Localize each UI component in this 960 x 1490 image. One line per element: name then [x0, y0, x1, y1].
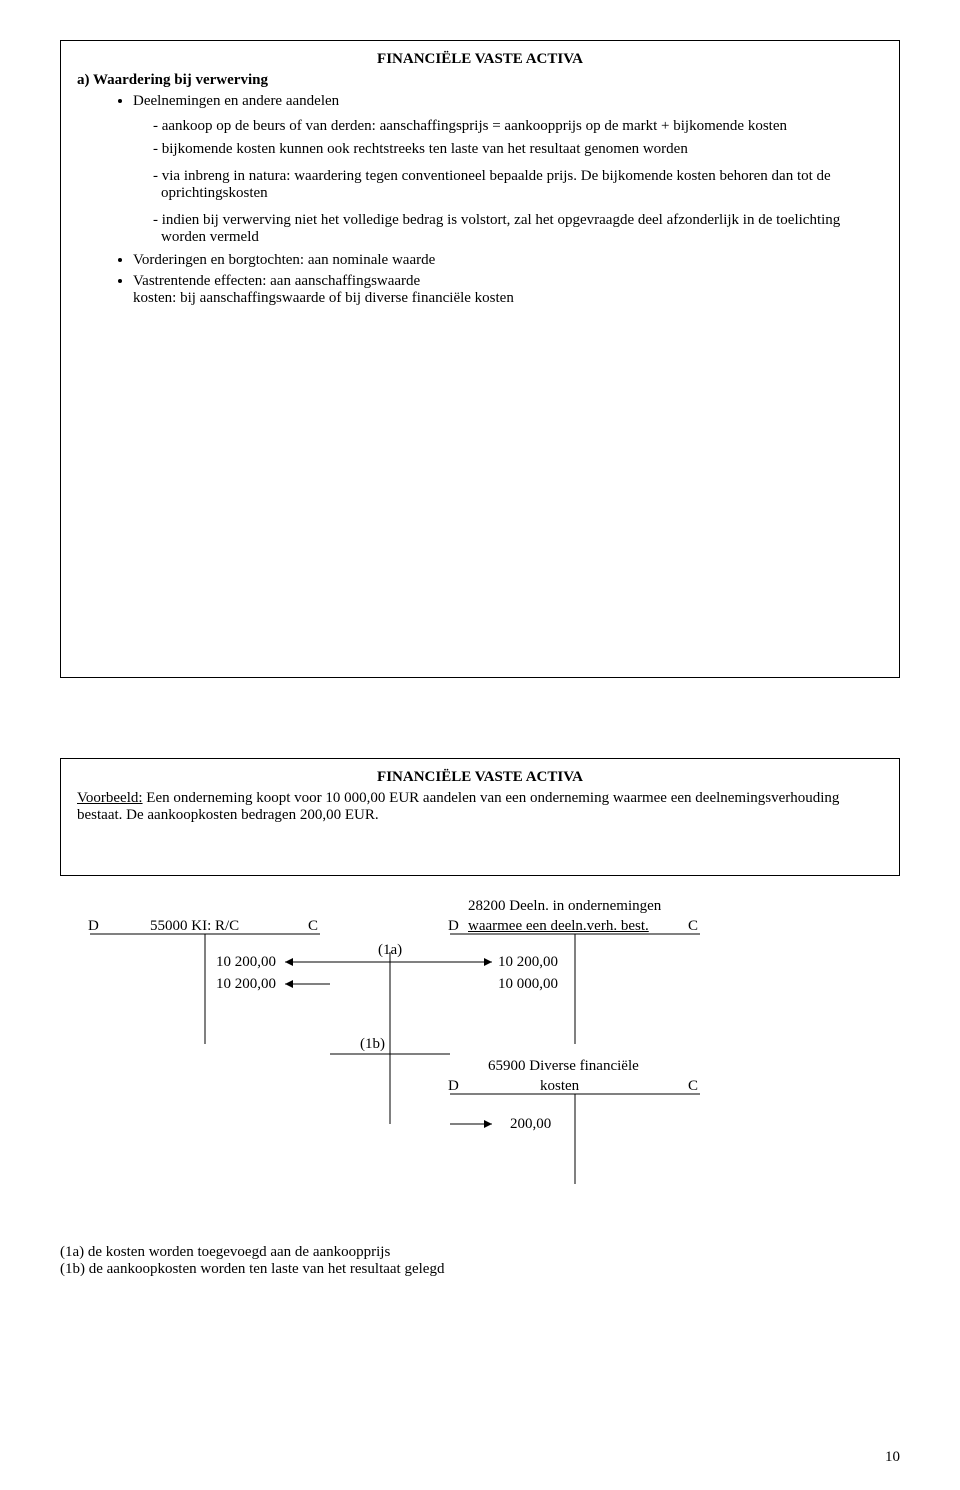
box2-title: FINANCIËLE VASTE ACTIVA [77, 769, 883, 786]
bullet-list-2: Vorderingen en borgtochten: aan nominale… [77, 252, 883, 307]
right-bottom-title-line2: kosten [540, 1078, 579, 1095]
right-top-D: D [448, 918, 459, 935]
bullet-vastrentende-line2: kosten: bij aanschaffingswaarde of bij d… [133, 290, 514, 306]
t-account-diagram: D 55000 KI: R/C C 10 200,00 10 200,00 (1… [60, 884, 900, 1204]
voorbeeld-text: Een onderneming koopt voor 10 000,00 EUR… [77, 790, 839, 823]
left-t-D: D [88, 918, 99, 935]
note-1a: (1a) de kosten worden toegevoegd aan de … [60, 1244, 900, 1261]
section-a-heading: a) Waardering bij verwerving [77, 72, 883, 89]
ref-1b: (1b) [360, 1036, 385, 1053]
page-number: 10 [885, 1449, 900, 1466]
left-t-C: C [308, 918, 318, 935]
bullet-deelnemingen: Deelnemingen en andere aandelen [133, 93, 883, 110]
bullet-list-1: Deelnemingen en andere aandelen [77, 93, 883, 110]
left-credit-row2: 10 200,00 [216, 976, 276, 993]
bullet-vastrentende-line1: Vastrentende effecten: aan aanschaffings… [133, 273, 420, 289]
sub-inbreng-natura: - via inbreng in natura: waardering tege… [161, 168, 883, 202]
left-credit-row1: 10 200,00 [216, 954, 276, 971]
right-top-title-line1: 28200 Deeln. in ondernemingen [468, 898, 661, 915]
sub-aankoop-beurs: - aankoop op de beurs of van derden: aan… [161, 118, 883, 135]
right-bottom-D: D [448, 1078, 459, 1095]
section-box-1: FINANCIËLE VASTE ACTIVA a) Waardering bi… [60, 40, 900, 678]
section-box-2: FINANCIËLE VASTE ACTIVA Voorbeeld: Een o… [60, 758, 900, 876]
sub-bijkomende-kosten: - bijkomende kosten kunnen ook rechtstre… [161, 141, 883, 158]
right-bottom-title-line1: 65900 Diverse financiële [488, 1058, 639, 1075]
right-top-title-line2: waarmee een deeln.verh. best. [468, 918, 649, 935]
bullet-vorderingen: Vorderingen en borgtochten: aan nominale… [133, 252, 883, 269]
right-bottom-C: C [688, 1078, 698, 1095]
note-1b: (1b) de aankoopkosten worden ten laste v… [60, 1261, 900, 1278]
left-t-title: 55000 KI: R/C [150, 918, 239, 935]
right-top-debit-row2: 10 000,00 [498, 976, 558, 993]
right-top-debit-row1: 10 200,00 [498, 954, 558, 971]
right-top-C: C [688, 918, 698, 935]
right-bottom-debit-row1: 200,00 [510, 1116, 551, 1133]
sub-verwerving-niet-volledig: - indien bij verwerving niet het volledi… [161, 212, 883, 246]
box1-title: FINANCIËLE VASTE ACTIVA [77, 51, 883, 68]
footnotes: (1a) de kosten worden toegevoegd aan de … [60, 1244, 900, 1278]
voorbeeld-label: Voorbeeld: [77, 790, 143, 806]
ref-1a: (1a) [378, 942, 402, 959]
bullet-vastrentende: Vastrentende effecten: aan aanschaffings… [133, 273, 883, 307]
